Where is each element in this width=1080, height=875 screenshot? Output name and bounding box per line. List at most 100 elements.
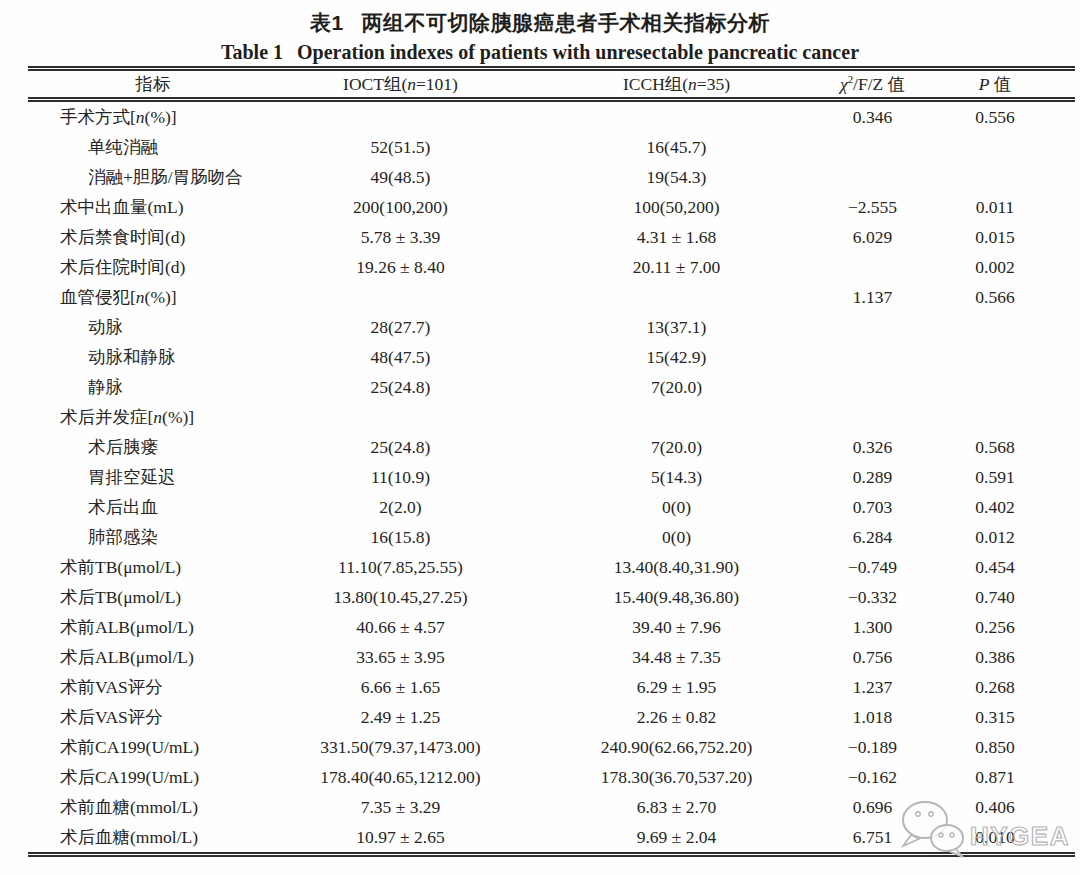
- table-title-zh-label: 表1: [310, 11, 344, 34]
- row-label: 动脉: [28, 312, 278, 342]
- table-row: 术后VAS评分2.49 ± 1.252.26 ± 0.821.0180.315: [28, 702, 1075, 732]
- icch-value: [523, 282, 830, 312]
- col-header-ioct: IOCT组(n=101): [278, 69, 523, 100]
- icch-value: 0(0): [523, 492, 830, 522]
- ioct-value: 48(47.5): [278, 342, 523, 372]
- table-row: 术前VAS评分6.66 ± 1.656.29 ± 1.951.2370.268: [28, 672, 1075, 702]
- row-label: 术后CA199(U/mL): [28, 762, 278, 792]
- table-row: 单纯消融52(51.5)16(45.7): [28, 132, 1075, 162]
- p-value: [915, 402, 1075, 432]
- ioct-value: 7.35 ± 3.29: [278, 792, 523, 822]
- stat-value: −0.332: [830, 582, 915, 612]
- p-value: 0.012: [915, 522, 1075, 552]
- stat-value: 0.703: [830, 492, 915, 522]
- stat-value: [830, 162, 915, 192]
- p-value: [915, 132, 1075, 162]
- icch-value: 13.40(8.40,31.90): [523, 552, 830, 582]
- table-row: 术后ALB(μmol/L)33.65 ± 3.9534.48 ± 7.350.7…: [28, 642, 1075, 672]
- ioct-value: 10.97 ± 2.65: [278, 822, 523, 855]
- icch-value: 19(54.3): [523, 162, 830, 192]
- row-label: 肺部感染: [28, 522, 278, 552]
- table-row: 术后并发症[n(%)]: [28, 402, 1075, 432]
- header-row: 指标 IOCT组(n=101) ICCH组(n=35) χ2/F/Z 值 P 值: [28, 69, 1075, 100]
- row-label: 单纯消融: [28, 132, 278, 162]
- stat-value: [830, 252, 915, 282]
- row-label: 术后TB(μmol/L): [28, 582, 278, 612]
- p-value: 0.015: [915, 222, 1075, 252]
- icch-value: 100(50,200): [523, 192, 830, 222]
- stat-value: −0.189: [830, 732, 915, 762]
- stat-value: 6.029: [830, 222, 915, 252]
- icch-value: 2.26 ± 0.82: [523, 702, 830, 732]
- table-title-zh: 表1 两组不可切除胰腺癌患者手术相关指标分析: [0, 9, 1080, 37]
- p-value: 0.454: [915, 552, 1075, 582]
- table-row: 术前血糖(mmol/L)7.35 ± 3.296.83 ± 2.700.6960…: [28, 792, 1075, 822]
- table-title-en: Table 1 Operation indexes of patients wit…: [0, 41, 1080, 64]
- row-label: 术后VAS评分: [28, 702, 278, 732]
- ioct-value: 16(15.8): [278, 522, 523, 552]
- table-row: 消融+胆肠/胃肠吻合49(48.5)19(54.3): [28, 162, 1075, 192]
- ioct-value: 49(48.5): [278, 162, 523, 192]
- table-title-en-text: Operation indexes of patients with unres…: [297, 41, 859, 63]
- ioct-value: [278, 100, 523, 133]
- stat-value: 1.300: [830, 612, 915, 642]
- ioct-value: 25(24.8): [278, 372, 523, 402]
- ioct-value: [278, 282, 523, 312]
- table-title-en-label: Table 1: [221, 41, 283, 63]
- p-value: [915, 342, 1075, 372]
- col-header-indicator: 指标: [28, 69, 278, 100]
- stat-value: 6.751: [830, 822, 915, 855]
- table-row: 术后胰瘘25(24.8)7(20.0)0.3260.568: [28, 432, 1075, 462]
- ioct-value: 5.78 ± 3.39: [278, 222, 523, 252]
- icch-value: 0(0): [523, 522, 830, 552]
- ioct-value: 331.50(79.37,1473.00): [278, 732, 523, 762]
- table-row: 动脉和静脉48(47.5)15(42.9): [28, 342, 1075, 372]
- icch-value: 16(45.7): [523, 132, 830, 162]
- p-value: 0.256: [915, 612, 1075, 642]
- stat-value: 1.018: [830, 702, 915, 732]
- icch-value: 39.40 ± 7.96: [523, 612, 830, 642]
- ioct-value: 200(100,200): [278, 192, 523, 222]
- p-value: 0.871: [915, 762, 1075, 792]
- table-row: 术后禁食时间(d)5.78 ± 3.394.31 ± 1.686.0290.01…: [28, 222, 1075, 252]
- icch-value: 9.69 ± 2.04: [523, 822, 830, 855]
- row-label: 术中出血量(mL): [28, 192, 278, 222]
- p-value: 0.850: [915, 732, 1075, 762]
- table-row: 术前TB(μmol/L)11.10(7.85,25.55)13.40(8.40,…: [28, 552, 1075, 582]
- stat-value: −0.162: [830, 762, 915, 792]
- p-value: 0.002: [915, 252, 1075, 282]
- icch-value: 5(14.3): [523, 462, 830, 492]
- p-value: 0.740: [915, 582, 1075, 612]
- p-value: 0.402: [915, 492, 1075, 522]
- stat-value: 1.137: [830, 282, 915, 312]
- table-row: 术前ALB(μmol/L)40.66 ± 4.5739.40 ± 7.961.3…: [28, 612, 1075, 642]
- ioct-value: 40.66 ± 4.57: [278, 612, 523, 642]
- stat-value: [830, 312, 915, 342]
- icch-value: 13(37.1): [523, 312, 830, 342]
- p-value: 0.268: [915, 672, 1075, 702]
- row-label: 术前CA199(U/mL): [28, 732, 278, 762]
- stat-value: [830, 342, 915, 372]
- p-value: 0.566: [915, 282, 1075, 312]
- icch-value: 15(42.9): [523, 342, 830, 372]
- stat-value: 0.346: [830, 100, 915, 133]
- ioct-value: 2.49 ± 1.25: [278, 702, 523, 732]
- row-label: 术后血糖(mmol/L): [28, 822, 278, 855]
- ioct-value: 6.66 ± 1.65: [278, 672, 523, 702]
- stat-value: 0.696: [830, 792, 915, 822]
- row-label: 术后胰瘘: [28, 432, 278, 462]
- page: 表1 两组不可切除胰腺癌患者手术相关指标分析 Table 1 Operation i…: [0, 0, 1080, 875]
- icch-value: 4.31 ± 1.68: [523, 222, 830, 252]
- table-row: 术后CA199(U/mL)178.40(40.65,1212.00)178.30…: [28, 762, 1075, 792]
- ioct-value: 25(24.8): [278, 432, 523, 462]
- row-label: 胃排空延迟: [28, 462, 278, 492]
- ioct-value: 52(51.5): [278, 132, 523, 162]
- icch-value: 7(20.0): [523, 432, 830, 462]
- table-row: 术后住院时间(d)19.26 ± 8.4020.11 ± 7.000.002: [28, 252, 1075, 282]
- table-title-zh-text: 两组不可切除胰腺癌患者手术相关指标分析: [362, 11, 771, 34]
- col-header-icch: ICCH组(n=35): [523, 69, 830, 100]
- col-header-p: P 值: [915, 69, 1075, 100]
- ioct-value: 178.40(40.65,1212.00): [278, 762, 523, 792]
- icch-value: 34.48 ± 7.35: [523, 642, 830, 672]
- stat-value: 0.289: [830, 462, 915, 492]
